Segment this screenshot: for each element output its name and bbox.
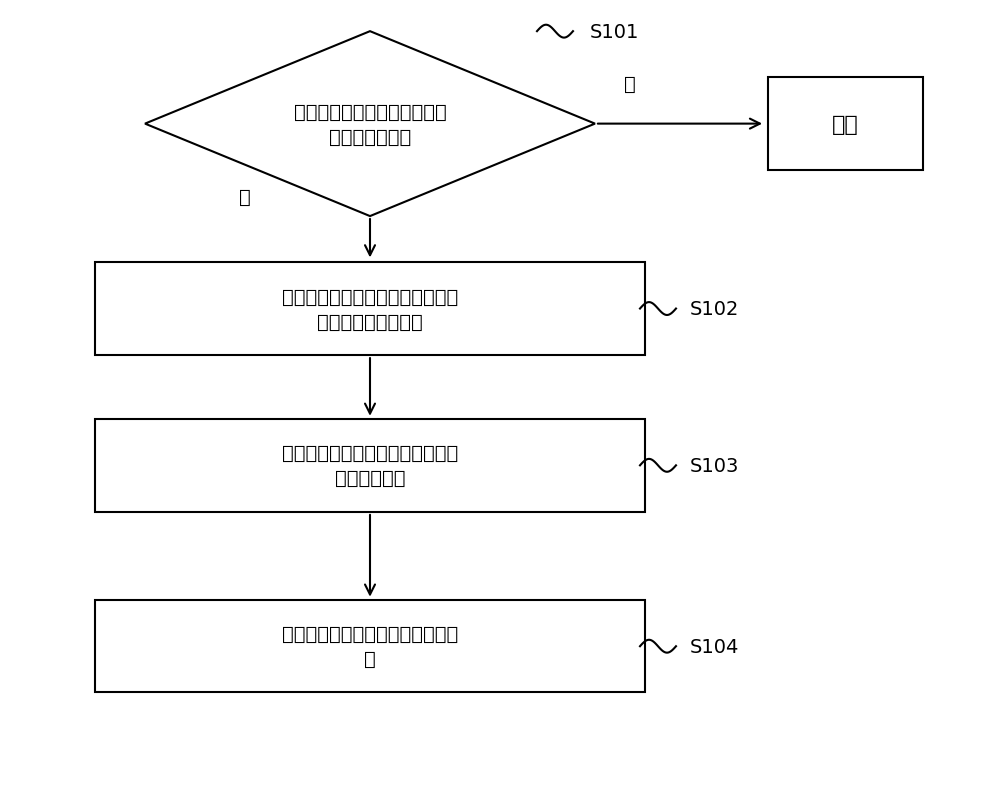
Text: 将处理器的工作频率调整为目标频
率: 将处理器的工作频率调整为目标频 率	[282, 625, 458, 668]
Text: S101: S101	[590, 22, 639, 42]
FancyBboxPatch shape	[768, 79, 922, 171]
Text: 否: 否	[624, 75, 636, 94]
Text: 检测当前运行的应用程序是否
为预设应用程序: 检测当前运行的应用程序是否 为预设应用程序	[294, 103, 446, 146]
FancyBboxPatch shape	[95, 419, 645, 512]
FancyBboxPatch shape	[95, 263, 645, 355]
FancyBboxPatch shape	[95, 601, 645, 692]
Text: S102: S102	[690, 300, 739, 319]
Text: S104: S104	[690, 637, 739, 656]
Text: 结束: 结束	[832, 115, 858, 134]
Text: S103: S103	[690, 456, 739, 475]
Text: 是: 是	[239, 187, 251, 206]
Text: 确定与所述表面温度值对应的频率
值为目标频率: 确定与所述表面温度值对应的频率 值为目标频率	[282, 444, 458, 487]
Polygon shape	[145, 32, 595, 217]
Text: 获取设置于预设位置的温度采集单
元采集的表面温度值: 获取设置于预设位置的温度采集单 元采集的表面温度值	[282, 287, 458, 331]
